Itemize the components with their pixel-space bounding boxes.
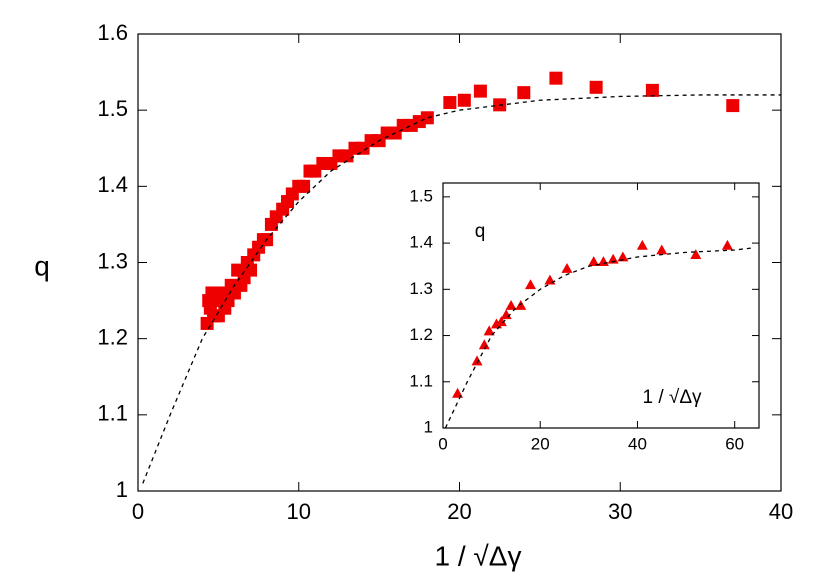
x-tick-label: 60	[725, 434, 744, 453]
y-tick-label: 1.2	[97, 324, 128, 349]
x-tick-label: 40	[628, 434, 647, 453]
data-point	[721, 239, 733, 250]
data-point	[505, 300, 517, 310]
data-point	[473, 84, 487, 98]
fit-curve	[444, 247, 755, 429]
x-tick-label: 20	[531, 434, 550, 453]
y-axis-label: q	[475, 221, 486, 242]
data-point	[549, 71, 563, 85]
x-tick-label: 20	[447, 499, 471, 524]
y-tick-label: 1.4	[97, 172, 128, 197]
y-tick-label: 1.1	[409, 371, 433, 390]
y-tick-label: 1	[424, 417, 433, 436]
y-tick-label: 1.3	[97, 248, 128, 273]
y-tick-label: 1.5	[409, 186, 433, 205]
data-point	[471, 355, 483, 366]
data-point	[636, 239, 648, 250]
data-point	[561, 263, 573, 273]
inset-background	[443, 183, 759, 428]
y-tick-label: 1	[116, 477, 128, 502]
data-point	[588, 256, 600, 266]
data-point	[645, 83, 659, 97]
y-tick-label: 1.6	[97, 20, 128, 45]
data-point	[690, 249, 702, 260]
y-tick-label: 1.4	[409, 233, 433, 252]
data-point	[607, 253, 619, 264]
x-tick-label: 10	[287, 499, 311, 524]
data-point	[617, 251, 629, 262]
data-point	[589, 80, 603, 94]
y-tick-label: 1.2	[409, 325, 433, 344]
x-tick-label: 40	[769, 499, 793, 524]
y-tick-label: 1.1	[97, 401, 128, 426]
x-axis-label: 1 / √Δγ	[435, 540, 522, 571]
data-point	[495, 316, 507, 327]
data-point	[443, 96, 457, 110]
data-point	[726, 99, 740, 113]
data-point	[517, 86, 531, 100]
plot-frame	[137, 33, 782, 492]
data-point	[457, 93, 471, 107]
data-point	[483, 325, 495, 336]
x-axis-label: 1 / √Δγ	[642, 387, 702, 408]
x-tick-label: 0	[438, 434, 447, 453]
y-tick-label: 1.3	[409, 279, 433, 298]
data-point	[656, 244, 668, 255]
data-point	[244, 263, 258, 277]
data-point	[525, 279, 537, 290]
data-point	[420, 111, 434, 125]
x-tick-label: 30	[608, 499, 632, 524]
y-axis-label: q	[34, 250, 50, 281]
plot-frame	[442, 182, 760, 429]
data-point	[297, 179, 311, 193]
x-tick-label: 0	[132, 499, 144, 524]
data-point	[515, 300, 527, 310]
y-tick-label: 1.5	[97, 96, 128, 121]
data-point	[478, 339, 490, 350]
